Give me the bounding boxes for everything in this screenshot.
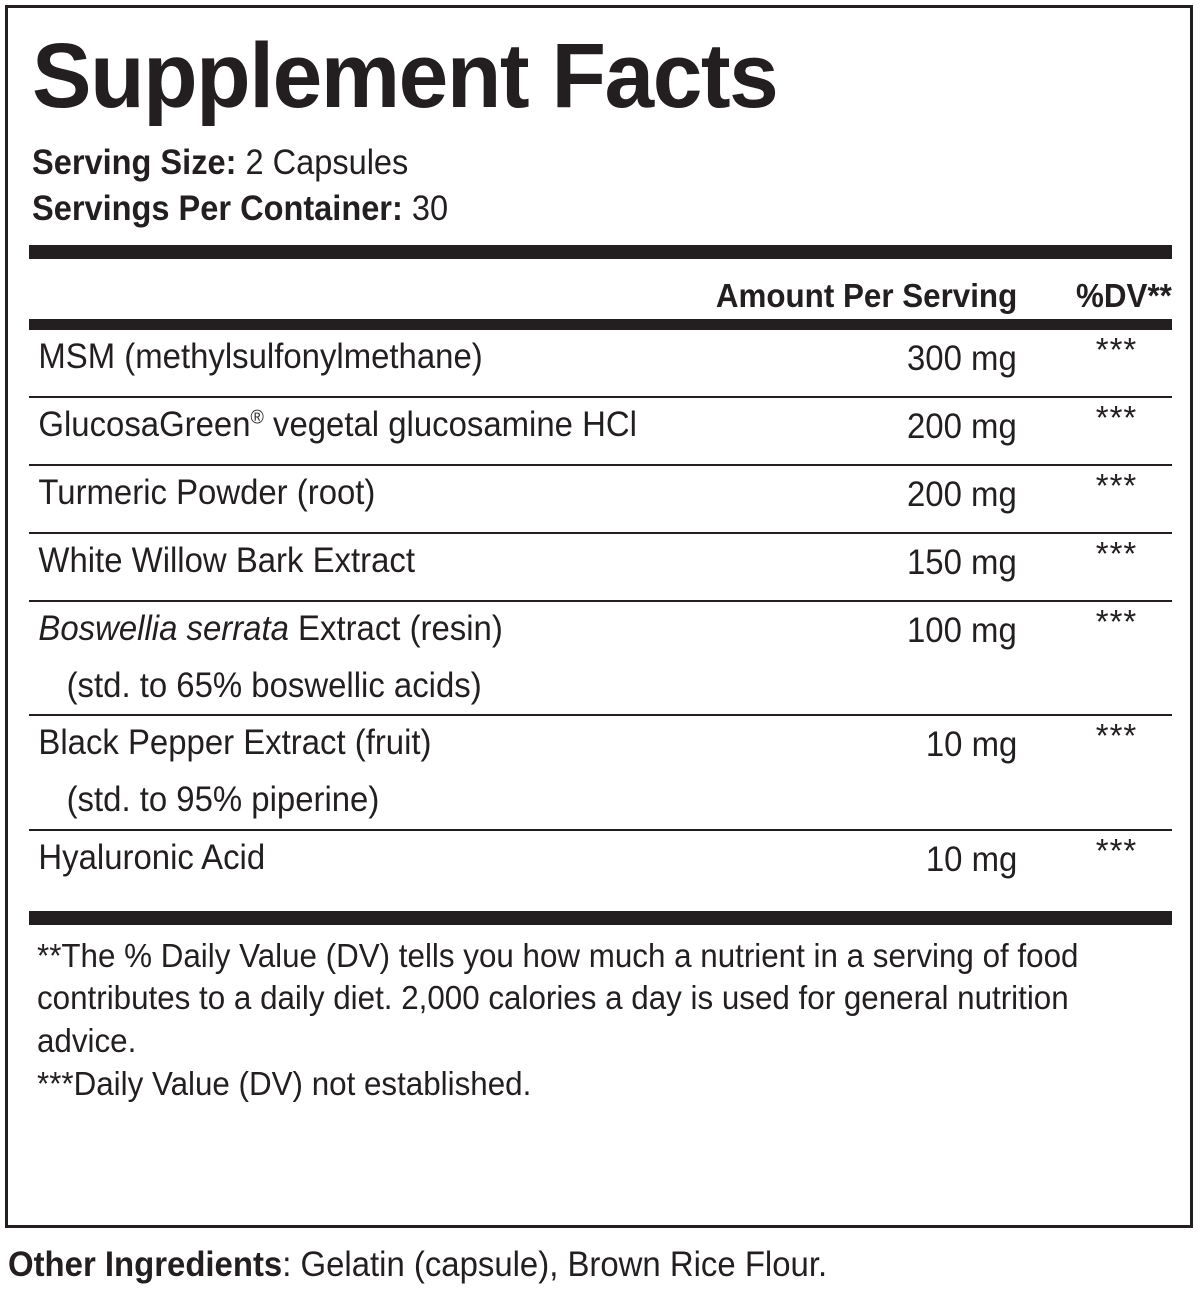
ingredient-name-brand: GlucosaGreen <box>38 405 251 444</box>
ingredient-amount: 200 mg <box>907 475 1017 514</box>
other-ingredients-label: Other Ingredients <box>8 1245 283 1284</box>
ingredient-name: White Willow Bark Extract <box>38 541 415 580</box>
ingredient-amount: 10 mg <box>925 725 1017 765</box>
ingredient-daily-value: *** <box>1095 467 1138 504</box>
ingredient-rows: MSM (methylsulfonylmethane) 300 mg *** G… <box>29 330 1172 897</box>
ingredient-standardization: (std. to 95% piperine) <box>66 780 380 820</box>
ingredient-name: Hyaluronic Acid <box>38 837 266 877</box>
row-divider <box>29 532 1172 534</box>
servings-per-container-value: 30 <box>411 188 449 228</box>
row-divider <box>29 396 1172 398</box>
footnote-dv-not-established: ***Daily Value (DV) not established. <box>37 1065 532 1103</box>
rule-thick-top <box>29 245 1172 259</box>
column-header-amount-per-serving: Amount Per Serving <box>715 277 1017 314</box>
ingredient-row: Black Pepper Extract (fruit) 10 mg *** (… <box>29 716 1172 828</box>
serving-size-label: Serving Size: <box>32 143 237 182</box>
ingredient-row: Turmeric Powder (root) 200 mg *** <box>29 466 1172 532</box>
ingredient-daily-value: *** <box>1095 535 1138 572</box>
ingredient-amount: 100 mg <box>907 611 1017 650</box>
serving-info-block: Serving Size: 2 Capsules Servings Per Co… <box>32 140 1172 231</box>
ingredient-daily-value: *** <box>1095 717 1138 755</box>
ingredient-amount: 150 mg <box>907 543 1017 582</box>
ingredient-name-tail: Extract (resin) <box>288 609 503 648</box>
ingredient-daily-value: *** <box>1095 399 1138 436</box>
row-divider <box>29 714 1172 717</box>
ingredient-row: MSM (methylsulfonylmethane) 300 mg *** <box>29 330 1172 396</box>
ingredient-daily-value: *** <box>1095 331 1138 368</box>
supplement-facts-inner: Supplement Facts Serving Size: 2 Capsule… <box>29 8 1172 1225</box>
row-divider <box>29 828 1172 831</box>
row-divider <box>29 600 1172 602</box>
ingredient-name: Black Pepper Extract (fruit) <box>38 723 432 763</box>
supplement-facts-panel: Supplement Facts Serving Size: 2 Capsule… <box>5 5 1193 1228</box>
ingredient-standardization: (std. to 65% boswellic acids) <box>66 666 482 705</box>
other-ingredients: Other Ingredients: Gelatin (capsule), Br… <box>8 1244 1117 1286</box>
column-header-percent-dv: %DV** <box>1076 277 1172 314</box>
ingredient-daily-value: *** <box>1095 603 1138 640</box>
rule-thick-bottom <box>29 910 1172 925</box>
serving-size-value: 2 Capsules <box>245 143 409 182</box>
ingredient-row: Hyaluronic Acid 10 mg *** <box>29 831 1172 897</box>
row-divider <box>29 464 1172 466</box>
ingredient-name: Boswellia serrata Extract (resin) <box>29 608 1103 649</box>
other-ingredients-value: : Gelatin (capsule), Brown Rice Flour. <box>282 1245 828 1284</box>
ingredient-amount: 200 mg <box>907 407 1017 446</box>
ingredient-amount: 300 mg <box>907 339 1017 378</box>
ingredient-row: GlucosaGreen® vegetal glucosamine HCl 20… <box>29 398 1172 464</box>
ingredient-amount: 10 mg <box>925 839 1017 879</box>
servings-per-container-line: Servings Per Container: 30 <box>32 186 1092 232</box>
ingredient-name: GlucosaGreen® vegetal glucosamine HCl <box>29 404 1103 445</box>
ingredient-daily-value: *** <box>1095 831 1138 869</box>
ingredient-scientific-name: Boswellia serrata <box>38 609 289 648</box>
column-header-row: Amount Per Serving %DV** <box>29 259 1172 319</box>
rule-thick-below-header <box>29 319 1172 330</box>
page-title: Supplement Facts <box>32 25 779 127</box>
ingredient-name-tail: vegetal glucosamine HCl <box>263 405 637 444</box>
ingredient-name: Turmeric Powder (root) <box>38 473 376 512</box>
serving-size-line: Serving Size: 2 Capsules <box>32 140 1092 186</box>
ingredient-row: White Willow Bark Extract 150 mg *** <box>29 534 1172 600</box>
ingredient-row: Boswellia serrata Extract (resin) 100 mg… <box>29 602 1172 714</box>
servings-per-container-label: Servings Per Container: <box>32 188 403 228</box>
registered-trademark-icon: ® <box>250 407 264 429</box>
footnotes-block: **The % Daily Value (DV) tells you how m… <box>29 935 1172 1107</box>
ingredient-name: MSM (methylsulfonylmethane) <box>38 337 483 376</box>
footnote-dv-explanation: **The % Daily Value (DV) tells you how m… <box>37 936 1079 1060</box>
